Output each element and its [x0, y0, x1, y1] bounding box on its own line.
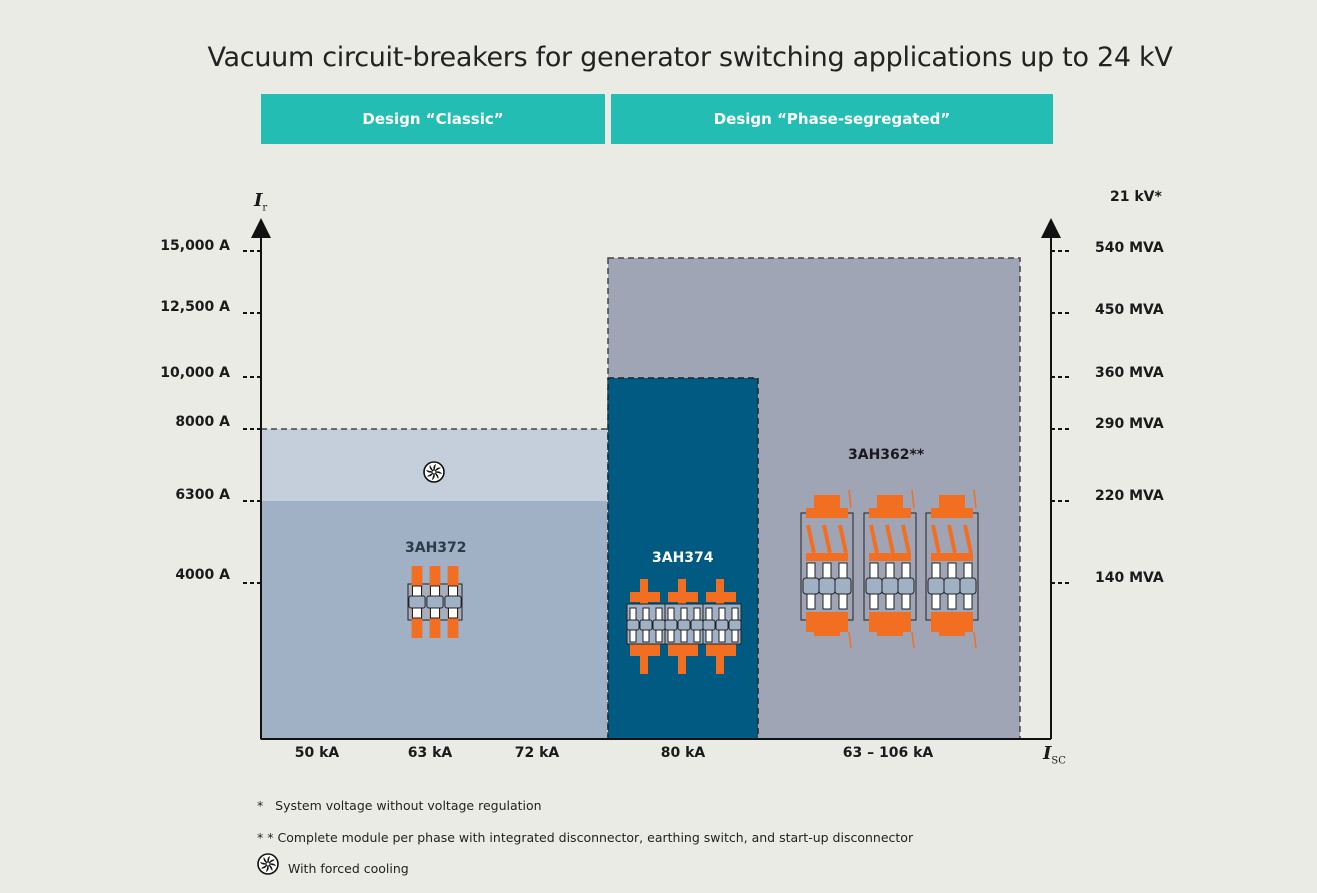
page-title: Vacuum circuit-breakers for generator sw… — [207, 42, 1173, 73]
x-tick-label: 80 kA — [660, 745, 706, 761]
header-design-classic: Design “Classic” — [261, 94, 605, 144]
y2-tick-label: 140 MVA — [1095, 570, 1164, 586]
x-tick-label: 63 kA — [407, 745, 453, 761]
y2-tick-label: 540 MVA — [1095, 240, 1164, 256]
y2-tick-label: 450 MVA — [1095, 302, 1164, 318]
product-label-3ah372: 3AH372 — [405, 540, 467, 556]
y2-axis-header: 21 kV* — [1110, 189, 1162, 205]
circuit-breaker-icon — [407, 566, 463, 638]
y-tick-label: 4000 A — [175, 567, 230, 583]
footnote-2: * * Complete module per phase with integ… — [257, 830, 913, 845]
y-axis-symbol: I — [254, 190, 263, 211]
footnote-marker: * * — [257, 830, 274, 845]
header-design-phase-segregated: Design “Phase-segregated” — [611, 94, 1053, 144]
circuit-breaker-icon — [925, 489, 979, 649]
x-tick-label: 63 – 106 kA — [842, 745, 934, 761]
footnote-text: Complete module per phase with integrate… — [277, 830, 914, 845]
footnote-text: With forced cooling — [288, 861, 409, 876]
circuit-breaker-icon — [863, 489, 917, 649]
y-tick-label: 15,000 A — [160, 238, 230, 254]
circuit-breaker-icon — [702, 579, 742, 674]
y-tick-label: 6300 A — [175, 487, 230, 503]
y2-tick-label: 220 MVA — [1095, 488, 1164, 504]
x-axis-label: ISC — [1043, 743, 1066, 767]
y-axis-subscript: r — [262, 202, 268, 214]
circuit-breaker-icon — [626, 579, 666, 674]
x-tick-label: 72 kA — [514, 745, 560, 761]
product-label-3ah374: 3AH374 — [652, 550, 714, 566]
fan-icon — [423, 461, 445, 483]
x-axis-symbol: I — [1043, 743, 1052, 764]
x-axis-subscript: SC — [1051, 755, 1066, 767]
footnote-1: * System voltage without voltage regulat… — [257, 798, 542, 813]
circuit-breaker-icon — [664, 579, 704, 674]
product-label-3ah362: 3AH362** — [848, 447, 925, 463]
footnote-text: System voltage without voltage regulatio… — [275, 798, 542, 813]
y2-tick-label: 290 MVA — [1095, 416, 1164, 432]
region-3ah374 — [607, 377, 759, 740]
y-axis-label: Ir — [254, 190, 267, 214]
footnote-3: With forced cooling — [288, 861, 409, 876]
footnote-marker: * — [257, 798, 264, 813]
circuit-breaker-icon — [800, 489, 854, 649]
x-tick-label: 50 kA — [294, 745, 340, 761]
y2-tick-label: 360 MVA — [1095, 365, 1164, 381]
y-tick-label: 10,000 A — [160, 365, 230, 381]
y-tick-label: 8000 A — [175, 414, 230, 430]
fan-icon — [257, 853, 279, 875]
y-tick-label: 12,500 A — [160, 299, 230, 315]
